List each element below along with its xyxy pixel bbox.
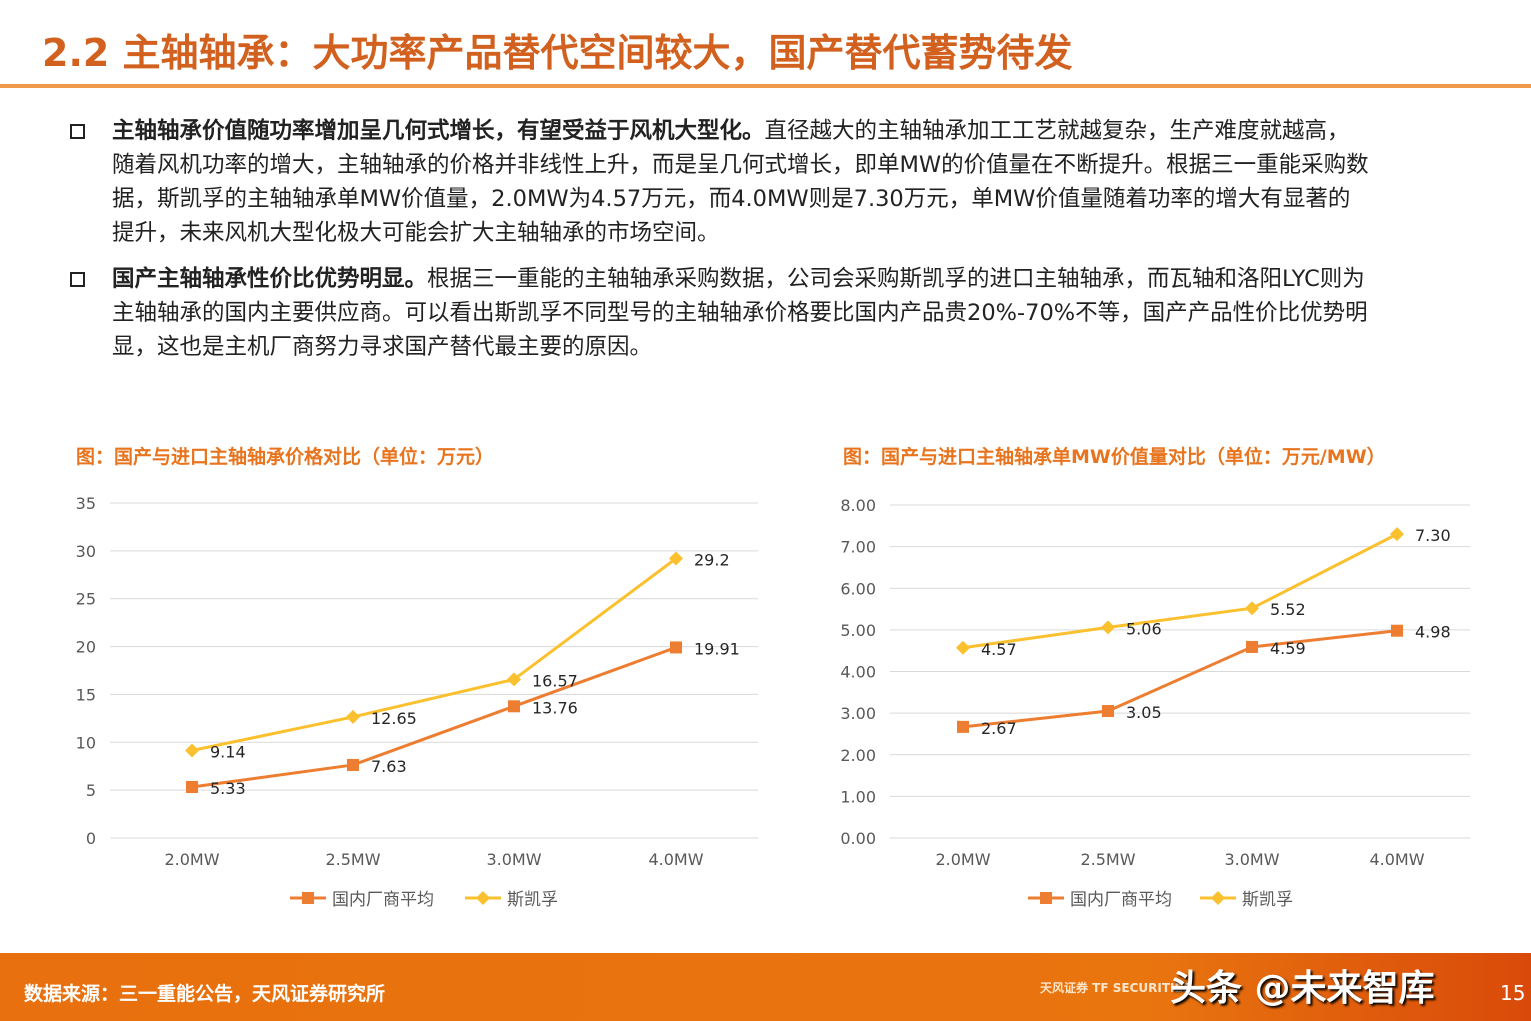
data-label: 3.05 [1126,703,1162,722]
bullet-1-lead: 主轴轴承价值随功率增加呈几何式增长，有望受益于风机大型化。 [112,118,765,144]
y-tick-label: 8.00 [840,496,876,515]
bullet-list: 主轴轴承价值随功率增加呈几何式增长，有望受益于风机大型化。直径越大的主轴轴承加工… [70,114,1370,376]
x-tick-label: 4.0MW [648,850,703,869]
y-tick-label: 1.00 [840,787,876,806]
series-line-1 [191,557,677,752]
x-tick-label: 3.0MW [486,850,541,869]
data-point [956,640,970,655]
y-tick-label: 25 [76,590,96,609]
data-point [186,780,198,793]
y-tick-label: 6.00 [840,579,876,598]
slide-title: 2.2 主轴轴承：大功率产品替代空间较大，国产替代蓄势待发 [42,31,1073,75]
legend-marker [476,891,490,905]
bullet-box-icon [70,124,85,139]
chart-2-title: 图：国产与进口主轴轴承单MW价值量对比（单位：万元/MW） [843,446,1386,468]
data-label: 5.52 [1270,600,1306,619]
y-tick-label: 0 [86,829,96,848]
footer-bar: 数据来源：三一重能公告，天风证券研究所 天风证券 TF SECURITIES 头… [0,953,1531,1021]
data-point [507,672,521,687]
y-tick-label: 30 [76,542,96,561]
data-label: 13.76 [532,698,578,717]
data-label: 12.65 [371,709,417,728]
legend-label: 斯凯孚 [1242,890,1293,910]
series-line-0 [191,646,677,789]
data-point [508,700,520,713]
x-tick-label: 2.0MW [164,850,219,869]
x-tick-label: 2.0MW [935,850,990,869]
data-point [670,641,682,654]
series-line-0 [962,629,1398,729]
x-tick-label: 2.5MW [1080,850,1135,869]
series-line-1 [962,532,1398,650]
legend-marker [1040,892,1052,904]
y-tick-label: 7.00 [840,538,876,557]
legend-label: 斯凯孚 [507,890,558,910]
data-label: 7.63 [371,757,407,776]
x-tick-label: 2.5MW [325,850,380,869]
data-label: 5.06 [1126,619,1162,638]
y-tick-label: 3.00 [840,704,876,723]
data-point [185,743,199,758]
data-label: 29.2 [694,551,730,570]
y-tick-label: 10 [76,733,96,752]
bullet-2-lead: 国产主轴轴承性价比优势明显。 [112,266,428,292]
data-label: 4.59 [1270,639,1306,658]
data-source: 数据来源：三一重能公告，天风证券研究所 [24,983,386,1005]
data-label: 4.98 [1415,623,1451,642]
x-tick-label: 4.0MW [1369,850,1424,869]
title-divider [0,84,1531,88]
data-point [346,709,360,724]
data-point [1245,601,1259,616]
y-tick-label: 0.00 [840,829,876,848]
y-tick-label: 15 [76,685,96,704]
bullet-box-icon [70,272,85,287]
data-label: 2.67 [981,719,1017,738]
chart-1-title: 图：国产与进口主轴轴承价格对比（单位：万元） [76,446,495,468]
y-tick-label: 4.00 [840,663,876,682]
data-label: 16.57 [532,671,578,690]
bullet-2: 国产主轴轴承性价比优势明显。根据三一重能的主轴轴承采购数据，公司会采购斯凯孚的进… [70,262,1370,364]
data-point [1102,705,1114,718]
data-point [347,758,359,771]
legend-label: 国内厂商平均 [332,890,434,910]
data-point [957,720,969,733]
bullet-1-text: 直径越大的主轴轴承加工工艺就越复杂，生产难度就越高，随着风机功率的增大，主轴轴承… [112,118,1369,246]
data-label: 4.57 [981,640,1017,659]
y-tick-label: 2.00 [840,746,876,765]
y-tick-label: 35 [76,494,96,513]
legend-marker [302,892,314,904]
legend-marker [1211,891,1225,905]
x-tick-label: 3.0MW [1224,850,1279,869]
data-point [1246,640,1258,653]
data-point [1101,620,1115,635]
y-tick-label: 5.00 [840,621,876,640]
watermark: 头条 @未来智库 [1170,968,1435,1009]
data-label: 5.33 [210,779,246,798]
bullet-2-text: 根据三一重能的主轴轴承采购数据，公司会采购斯凯孚的进口主轴轴承，而瓦轴和洛阳LY… [112,266,1368,360]
company-logo: 天风证券 TF SECURITIES [1040,981,1192,995]
y-tick-label: 20 [76,638,96,657]
y-tick-label: 5 [86,781,96,800]
page-number: 15 [1500,981,1526,1005]
data-point [1391,624,1403,637]
data-point [1390,527,1404,542]
data-label: 7.30 [1415,526,1451,545]
bullet-1: 主轴轴承价值随功率增加呈几何式增长，有望受益于风机大型化。直径越大的主轴轴承加工… [70,114,1370,250]
data-label: 19.91 [694,639,740,658]
data-point [669,551,683,566]
legend-label: 国内厂商平均 [1070,890,1172,910]
data-label: 9.14 [210,743,246,762]
